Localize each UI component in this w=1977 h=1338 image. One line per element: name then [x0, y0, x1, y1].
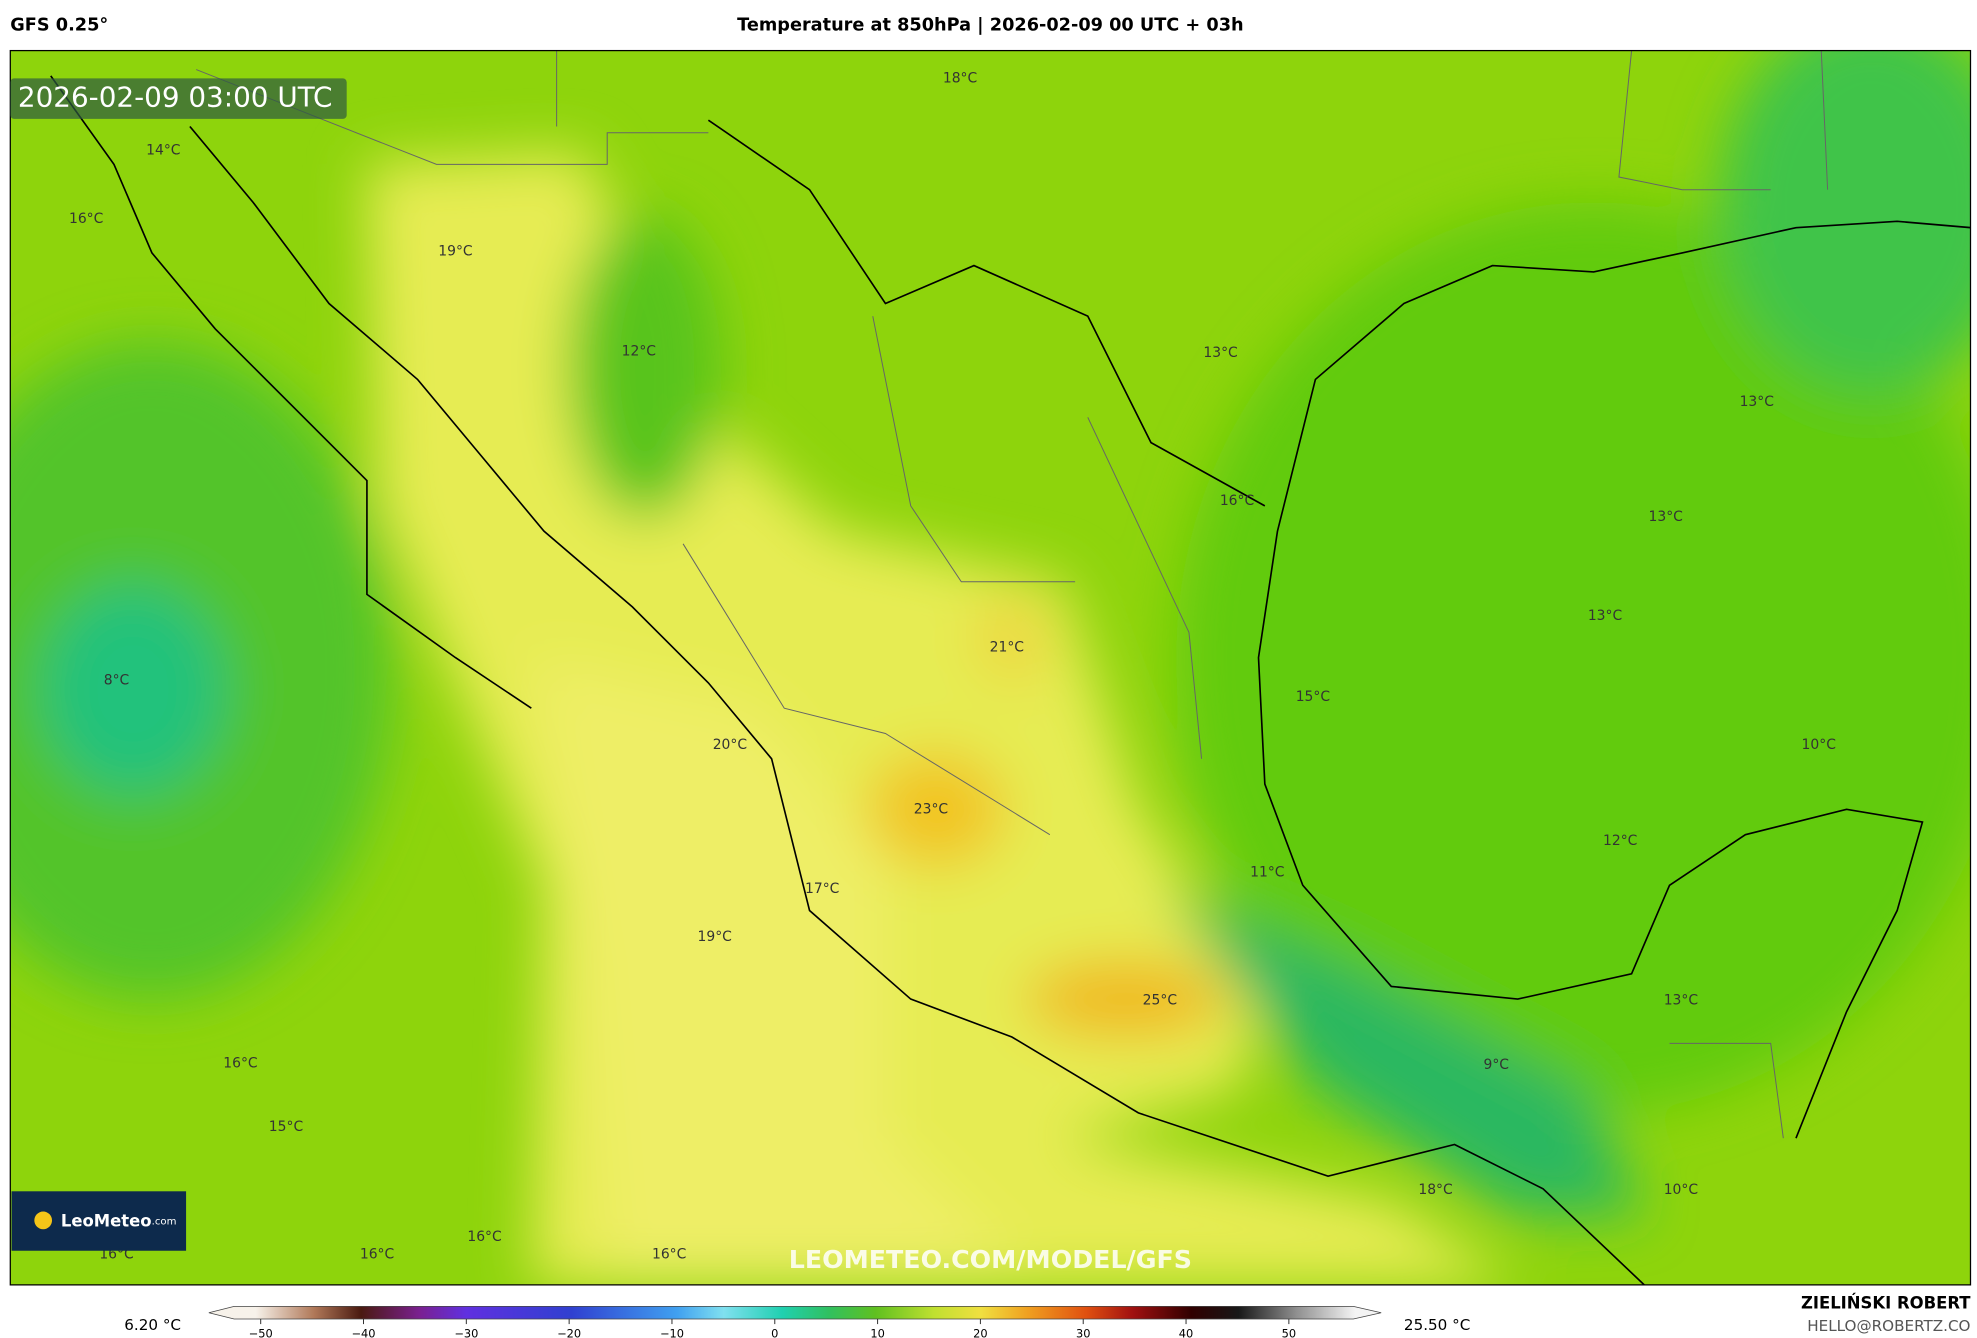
temperature-label: 16°C: [1220, 493, 1254, 509]
colorbar-tick-label: −50: [249, 1327, 273, 1338]
temperature-labels: 18°C 14°C 16°C 19°C 12°C 13°C 13°C 16°C 13°C 13°C…: [69, 70, 1836, 1262]
colorbar-tick-label: 10: [870, 1327, 884, 1338]
temperature-label: 13°C: [1588, 608, 1622, 624]
temperature-label: 25°C: [1143, 992, 1177, 1008]
temperature-label: 16°C: [467, 1229, 501, 1245]
map: [10, 50, 1971, 1285]
colorbar-tick-label: 0: [771, 1327, 778, 1338]
author: ZIELIŃSKI ROBERT: [1801, 1293, 1971, 1312]
colorbar-ticks: −50 −40 −30 −20 −10 0 10 20 30 40 50: [249, 1319, 1296, 1338]
temperature-label: 21°C: [990, 640, 1024, 656]
map-title: Temperature at 850hPa | 2026-02-09 00 UT…: [737, 15, 1243, 35]
temperature-label: 20°C: [713, 737, 747, 753]
watermark: LEOMETEO.COM/MODEL/GFS: [789, 1245, 1192, 1274]
temperature-label: 16°C: [69, 211, 103, 227]
email: HELLO@ROBERTZ.CO: [1807, 1317, 1970, 1335]
temperature-label: 18°C: [943, 70, 977, 86]
legend-max: 25.50 °C: [1404, 1316, 1470, 1334]
logo-suffix: .com: [152, 1217, 177, 1228]
temperature-label: 17°C: [805, 881, 839, 897]
temperature-label: 12°C: [622, 344, 656, 360]
temperature-label: 19°C: [698, 929, 732, 945]
temperature-label: 19°C: [438, 244, 472, 260]
model-name: GFS 0.25°: [10, 15, 108, 35]
temperature-label: 10°C: [1802, 737, 1836, 753]
colorbar-tick-label: −10: [660, 1327, 684, 1338]
colorbar-tick-label: 40: [1179, 1327, 1193, 1338]
temperature-label: 13°C: [1664, 992, 1698, 1008]
colorbar: [208, 1306, 1382, 1320]
colorbar-tick-label: 30: [1076, 1327, 1090, 1338]
temperature-label: 18°C: [1418, 1182, 1452, 1198]
logo-brand: LeoMeteo: [61, 1211, 152, 1230]
timestamp: 2026-02-09 03:00 UTC: [18, 81, 333, 114]
temperature-label: 16°C: [223, 1056, 257, 1072]
colorbar-tick-label: 50: [1282, 1327, 1296, 1338]
timestamp-box: [10, 78, 347, 119]
temperature-label: 8°C: [104, 672, 130, 688]
temperature-label: 15°C: [269, 1119, 303, 1135]
temperature-label: 16°C: [652, 1247, 686, 1263]
colorbar-tick-label: −20: [557, 1327, 581, 1338]
temperature-label: 10°C: [1664, 1182, 1698, 1198]
temperature-label: 16°C: [360, 1247, 394, 1263]
temperature-label: 13°C: [1203, 345, 1237, 361]
temperature-label: 13°C: [1649, 509, 1683, 525]
colorbar-tick-label: −40: [352, 1327, 376, 1338]
legend-min: 6.20 °C: [124, 1316, 181, 1334]
colorbar-tick-label: 20: [973, 1327, 987, 1338]
temperature-label: 23°C: [914, 801, 948, 817]
logo: LeoMeteo.com: [61, 1211, 177, 1230]
logo-sun: [34, 1211, 53, 1230]
temperature-label: 13°C: [1740, 394, 1774, 410]
temperature-label: 11°C: [1250, 865, 1284, 881]
temperature-label: 15°C: [1296, 689, 1330, 705]
temperature-label: 14°C: [146, 142, 180, 158]
temperature-label: 9°C: [1483, 1057, 1509, 1073]
temperature-label: 12°C: [1603, 833, 1637, 849]
colorbar-tick-label: −30: [454, 1327, 478, 1338]
